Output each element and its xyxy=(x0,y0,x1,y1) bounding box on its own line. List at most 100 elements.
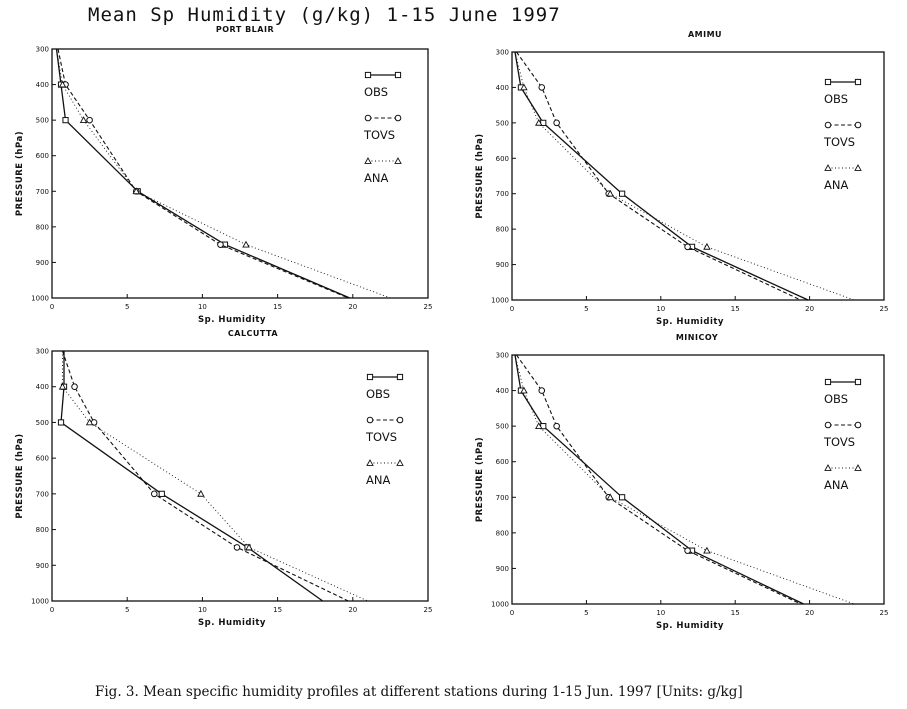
station-title: PORT BLAIR xyxy=(216,25,274,34)
legend-label-tovs: TOVS xyxy=(363,128,395,142)
y-tick-label: 900 xyxy=(36,562,49,570)
data-point-tovs xyxy=(684,547,691,554)
data-point-tovs xyxy=(86,116,93,124)
x-tick-label: 0 xyxy=(50,303,54,311)
data-point-obs xyxy=(57,419,65,426)
data-point-obs xyxy=(158,490,165,497)
y-tick-label: 500 xyxy=(36,419,49,427)
data-point-tovs xyxy=(553,119,560,127)
y-tick-label: 800 xyxy=(496,226,509,234)
data-point-ana xyxy=(606,493,614,501)
data-point-tovs xyxy=(538,84,546,91)
y-tick-label: 800 xyxy=(496,529,509,537)
series-line-ana xyxy=(514,51,855,301)
data-point-ana xyxy=(79,116,88,123)
legend-marker-obs xyxy=(854,378,862,386)
legend-label-obs: OBS xyxy=(824,392,848,406)
data-point-ana xyxy=(58,80,67,88)
y-tick-label: 600 xyxy=(496,155,509,163)
legend-label-ana: ANA xyxy=(366,473,390,487)
station-title: AMIMU xyxy=(688,30,722,39)
legend-label-obs: OBS xyxy=(824,92,848,106)
data-point-obs xyxy=(619,190,626,197)
y-tick-label: 600 xyxy=(496,458,509,466)
series-line-tovs xyxy=(516,354,801,605)
x-tick-label: 20 xyxy=(348,303,357,311)
y-tick-label: 300 xyxy=(36,348,49,356)
plot-frame xyxy=(511,51,885,301)
legend-marker-ana xyxy=(824,164,832,171)
data-point-ana xyxy=(606,189,614,197)
x-tick-label: 5 xyxy=(584,609,588,617)
x-tick-label: 25 xyxy=(424,606,433,614)
data-point-obs xyxy=(62,117,69,124)
y-axis-label: PRESSURE (hPa) xyxy=(15,131,25,216)
data-point-obs xyxy=(619,494,626,501)
legend-marker-tovs xyxy=(824,421,832,429)
legend-marker-obs xyxy=(824,378,832,386)
x-tick-label: 25 xyxy=(424,303,433,311)
y-tick-label: 600 xyxy=(36,455,49,463)
y-tick-label: 700 xyxy=(36,490,49,498)
y-tick-label: 500 xyxy=(36,117,49,125)
plot-frame xyxy=(51,48,429,299)
series-line-tovs xyxy=(516,51,801,301)
legend-marker-ana xyxy=(396,459,404,466)
x-tick-label: 25 xyxy=(880,305,889,313)
x-tick-label: 0 xyxy=(510,305,514,313)
legend-marker-ana xyxy=(394,157,402,164)
data-point-ana xyxy=(535,422,543,429)
data-point-ana xyxy=(520,386,528,394)
x-tick-label: 25 xyxy=(880,609,889,617)
data-point-ana xyxy=(58,382,67,390)
y-tick-label: 300 xyxy=(36,46,49,54)
legend-label-tovs: TOVS xyxy=(823,135,855,149)
legend-marker-obs xyxy=(366,373,374,381)
x-tick-label: 5 xyxy=(125,303,129,311)
y-axis-label: PRESSURE (hPa) xyxy=(15,433,25,518)
y-tick-label: 400 xyxy=(36,81,49,89)
legend-marker-tovs xyxy=(854,421,862,429)
data-point-tovs xyxy=(538,387,546,394)
data-point-tovs xyxy=(71,383,78,391)
legend-label-obs: OBS xyxy=(366,387,390,401)
x-tick-label: 10 xyxy=(198,303,207,311)
legend-marker-tovs xyxy=(824,121,832,129)
y-axis-label: PRESSURE (hPa) xyxy=(475,437,485,522)
data-point-tovs xyxy=(553,422,560,430)
legend-label-ana: ANA xyxy=(364,171,388,185)
legend-marker-ana xyxy=(366,459,374,466)
y-tick-label: 700 xyxy=(496,494,509,502)
series-line-obs xyxy=(514,354,804,605)
series-line-tovs xyxy=(57,48,349,299)
y-tick-label: 700 xyxy=(496,190,509,198)
y-tick-label: 1000 xyxy=(31,598,49,606)
x-tick-label: 10 xyxy=(656,305,665,313)
x-tick-label: 15 xyxy=(273,303,282,311)
x-axis-label: Sp. Humidity xyxy=(656,621,724,631)
data-point-ana xyxy=(245,543,253,551)
y-tick-label: 1000 xyxy=(491,297,509,305)
series-line-obs xyxy=(55,48,351,299)
legend-marker-obs xyxy=(394,71,402,79)
plot-frame xyxy=(51,350,429,602)
x-axis-label: Sp. Humidity xyxy=(198,618,266,628)
legend-label-ana: ANA xyxy=(824,178,848,192)
legend-marker-obs xyxy=(364,71,372,79)
x-tick-label: 10 xyxy=(656,609,665,617)
y-tick-label: 800 xyxy=(36,223,49,231)
station-title: CALCUTTA xyxy=(228,329,279,338)
legend-marker-ana xyxy=(854,164,862,171)
y-tick-label: 500 xyxy=(496,119,509,127)
data-point-ana xyxy=(242,240,250,248)
data-point-ana xyxy=(520,83,528,91)
series-line-tovs xyxy=(61,350,349,602)
y-tick-label: 600 xyxy=(36,152,49,160)
series-line-obs xyxy=(60,351,324,602)
legend-marker-obs xyxy=(396,373,404,381)
legend-marker-ana xyxy=(364,157,372,164)
